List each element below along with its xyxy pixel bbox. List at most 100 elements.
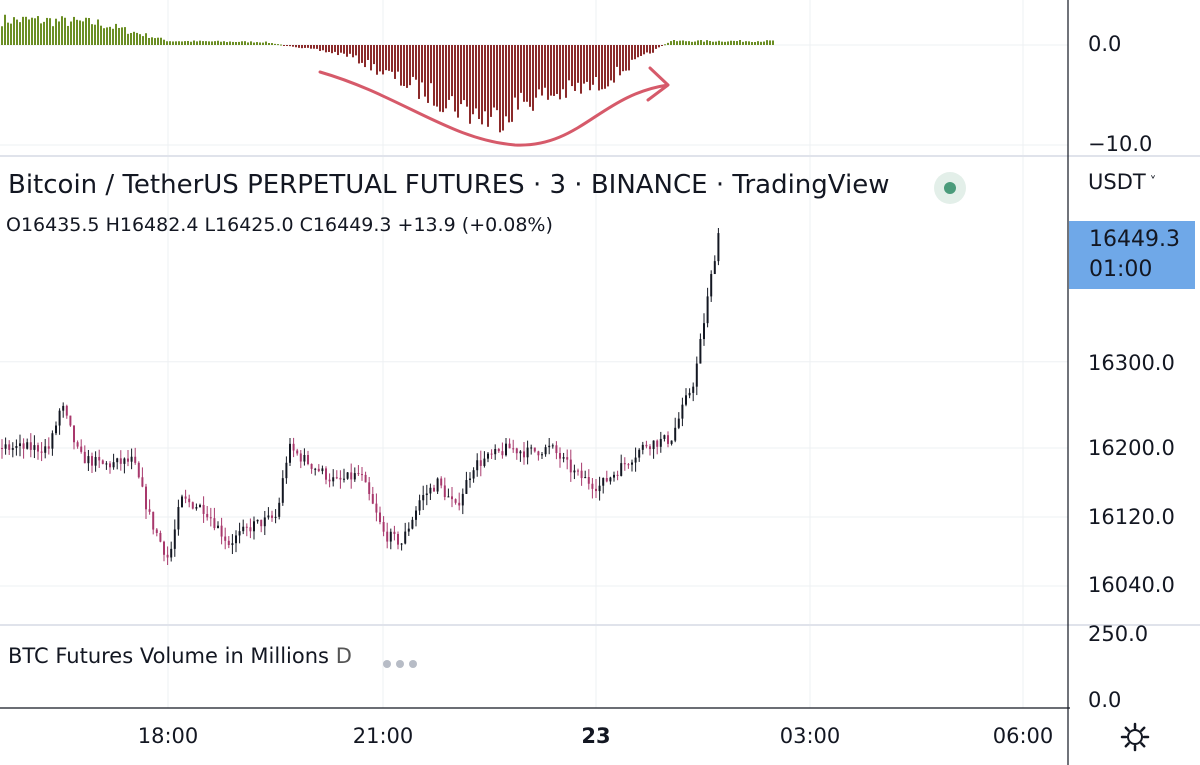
oscillator-bar (730, 40, 732, 45)
candlestick-series (1, 227, 720, 566)
time-tick: 23 (581, 724, 611, 748)
last-price-badge: 16449.3 01:00 (1069, 221, 1195, 289)
candle-body (472, 470, 475, 479)
oscillator-bar (688, 41, 690, 45)
candle-body (152, 511, 155, 530)
oscillator-bar (220, 41, 222, 45)
time-tick: 06:00 (992, 724, 1054, 748)
oscillator-bar (55, 18, 57, 45)
oscillator-bar (325, 45, 327, 53)
oscillator-bar (460, 45, 462, 105)
candle-body (256, 519, 259, 522)
candle-body (281, 478, 284, 503)
volume-title-text: BTC Futures Volume in Millions (8, 644, 329, 668)
oscillator-bar (205, 41, 207, 45)
oscillator-bar (583, 45, 585, 84)
oscillator-bar (628, 45, 630, 71)
ohlc-readout: O16435.5 H16482.4 L16425.0 C16449.3 +13.… (6, 214, 553, 236)
oscillator-bar (64, 17, 66, 45)
candle-body (22, 443, 25, 449)
oscillator-bar (610, 45, 612, 81)
oscillator-bar (388, 45, 390, 71)
candle-body (487, 453, 489, 459)
candle-body (87, 456, 90, 464)
oscillator-bar (295, 45, 297, 48)
oscillator-bar (187, 40, 189, 45)
oscillator-bar (724, 41, 726, 45)
oscillator-bar (664, 44, 666, 46)
oscillator-bar (31, 17, 33, 45)
price-tick: 16300.0 (1088, 351, 1175, 375)
oscillator-bar (28, 19, 30, 45)
gear-icon[interactable] (1120, 722, 1150, 752)
candle-body (26, 442, 29, 449)
candle-body (505, 443, 507, 456)
candle-body (652, 440, 655, 450)
candle-body (429, 487, 432, 494)
oscillator-bar (733, 40, 735, 45)
candle-body (422, 495, 425, 501)
candle-body (638, 449, 641, 458)
candle-body (163, 541, 165, 555)
candle-body (101, 460, 104, 464)
oscillator-bar (511, 45, 513, 122)
oscillator-bar (667, 42, 669, 45)
oscillator-bar (40, 23, 42, 45)
candle-body (170, 548, 173, 558)
candle-body (159, 532, 162, 542)
candle-body (361, 474, 363, 476)
oscillator-bar (673, 40, 675, 45)
oscillator-bar (691, 41, 693, 45)
more-dots-icon[interactable] (383, 653, 422, 672)
oscillator-bar (604, 45, 606, 89)
candle-body (303, 454, 306, 462)
oscillator-bar (484, 45, 486, 112)
candle-body (321, 468, 324, 472)
candle-body (699, 339, 702, 364)
status-dot-icon[interactable] (934, 172, 966, 204)
oscillator-bar (457, 45, 459, 118)
candle-body (512, 448, 515, 450)
candle-body (537, 451, 540, 456)
candle-body (307, 454, 309, 464)
currency-selector[interactable]: USDT ˅ (1088, 170, 1156, 194)
oscillator-bar (742, 41, 744, 45)
oscillator-bar (34, 18, 36, 45)
candle-body (249, 527, 252, 532)
oscillator-bar (157, 37, 159, 45)
volume-timeframe: D (335, 644, 352, 668)
oscillator-bar (115, 23, 117, 45)
candle-body (29, 442, 32, 450)
oscillator-bar (589, 45, 591, 91)
candle-body (328, 479, 331, 482)
candle-body (224, 536, 227, 541)
candle-body (213, 518, 216, 529)
oscillator-bar (73, 16, 75, 45)
candle-body (397, 533, 399, 545)
oscillator-bar (121, 27, 123, 45)
candle-body (411, 519, 414, 529)
candle-body (332, 477, 335, 482)
oscillator-bar (88, 18, 90, 45)
oscillator-bar (151, 37, 153, 45)
oscillator-bar (679, 40, 681, 45)
candle-body (148, 509, 151, 512)
candle-body (83, 451, 86, 464)
candle-body (681, 404, 684, 419)
oscillator-bar (562, 45, 564, 90)
oscillator-bar (547, 45, 549, 100)
candle-body (451, 496, 453, 500)
candle-body (523, 451, 525, 458)
time-tick: 03:00 (779, 724, 841, 748)
oscillator-bar (619, 45, 621, 76)
symbol-title[interactable]: Bitcoin / TetherUS PERPETUAL FUTURES · 3… (8, 170, 890, 200)
candle-body (469, 478, 471, 481)
oscillator-bar (427, 45, 429, 103)
oscillator-bar (442, 45, 444, 113)
candle-body (706, 296, 709, 324)
oscillator-bar (772, 40, 774, 45)
candle-body (335, 477, 338, 479)
oscillator-bar (523, 45, 525, 102)
oscillator-bar (535, 45, 537, 98)
